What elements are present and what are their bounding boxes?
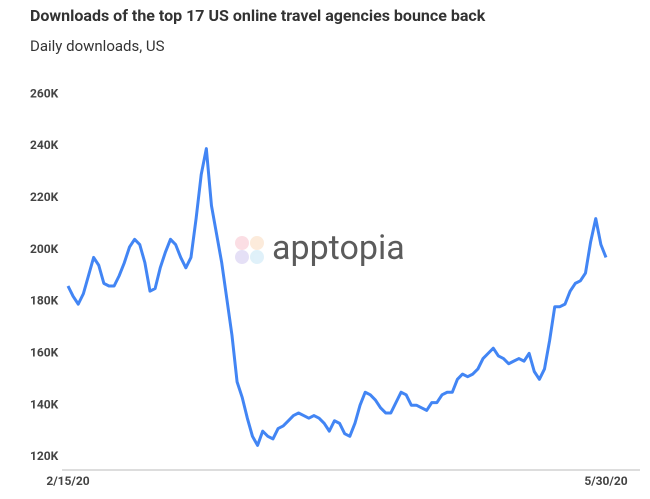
y-tick-label: 180K: [30, 294, 59, 308]
chart-subtitle: Daily downloads, US: [30, 37, 165, 55]
watermark-logo: [235, 236, 264, 264]
y-tick-label: 220K: [30, 190, 59, 204]
y-tick-label: 120K: [30, 449, 59, 463]
chart-title: Downloads of the top 17 US online travel…: [30, 6, 486, 25]
line: [66, 147, 608, 447]
y-tick-label: 260K: [30, 86, 59, 100]
watermark: apptopia: [272, 228, 405, 268]
logo-dot: [235, 250, 249, 264]
logo-dot: [235, 236, 249, 250]
y-tick-label: 200K: [30, 242, 59, 256]
x-tick-label: 2/15/20: [46, 474, 89, 488]
logo-dot: [250, 236, 264, 250]
logo-dot: [250, 250, 264, 264]
y-tick-label: 240K: [30, 138, 59, 152]
x-tick-label: 5/30/20: [584, 474, 627, 488]
y-tick-label: 160K: [30, 346, 59, 360]
y-tick-label: 140K: [30, 397, 59, 411]
